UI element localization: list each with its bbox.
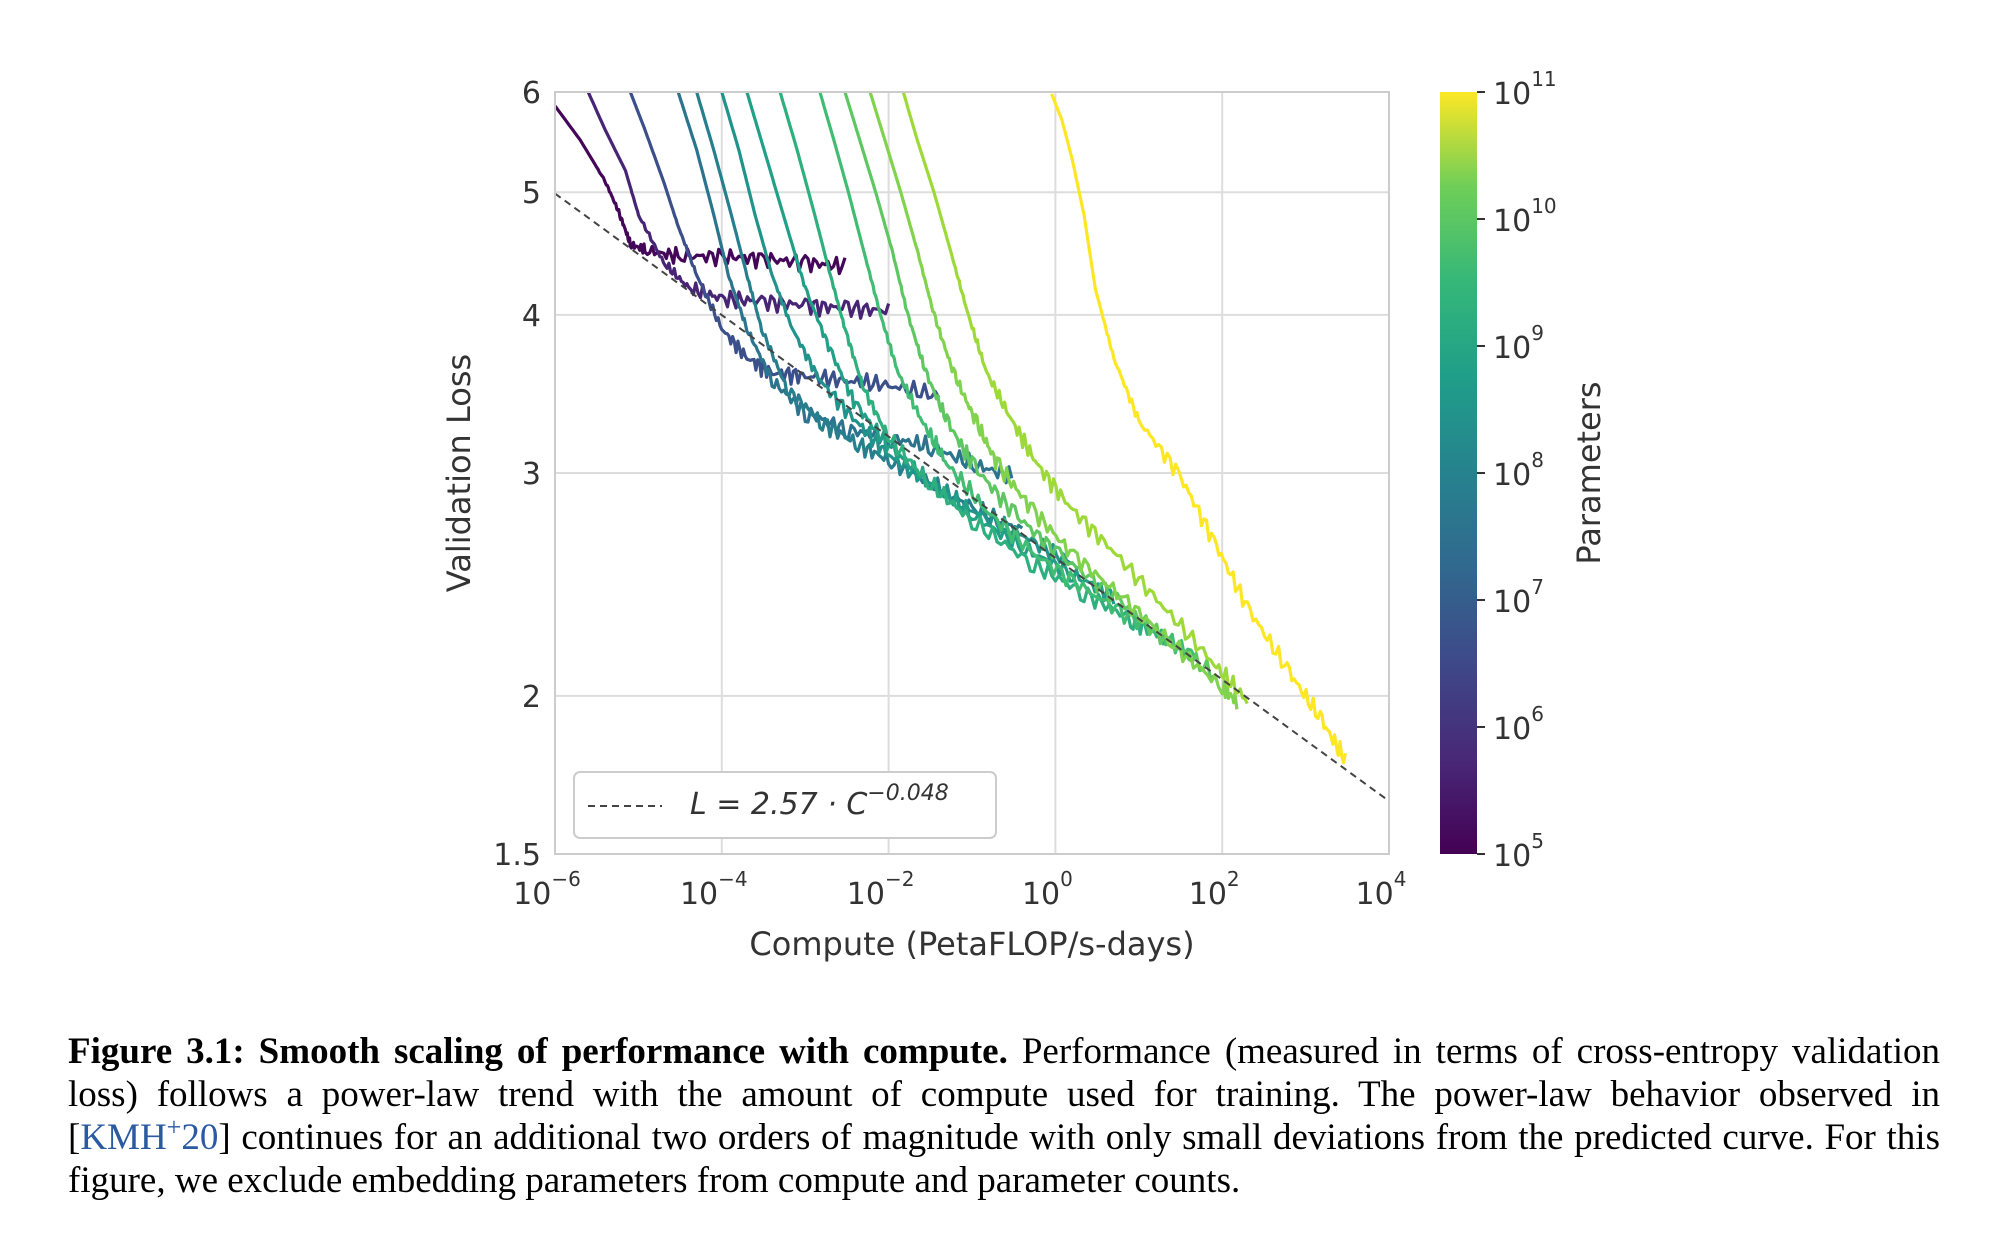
- x-tick-base: 10: [1022, 877, 1060, 912]
- figure-caption: Figure 3.1: Smooth scaling of performanc…: [68, 1030, 1940, 1202]
- caption-title: Smooth scaling of performance with compu…: [258, 1031, 1008, 1072]
- x-tick-label: 10−4: [680, 867, 748, 912]
- legend-box: [573, 771, 997, 839]
- plot-frame: [554, 91, 1390, 855]
- y-tick-label: 2: [522, 680, 541, 715]
- colorbar-tick-exponent: 6: [1531, 702, 1544, 726]
- legend: L = 2.57 · C−0.048: [573, 771, 997, 839]
- caption-citation-base[interactable]: KMH: [80, 1117, 167, 1158]
- x-tick-base: 10: [847, 877, 885, 912]
- colorbar-tick-label: 1010: [1493, 194, 1557, 239]
- x-tick-base: 10: [1356, 877, 1394, 912]
- x-tick-label: 10−6: [513, 867, 581, 912]
- colorbar-tick-label: 106: [1493, 702, 1544, 747]
- series-line: [555, 104, 847, 276]
- legend-exponent: −0.048: [867, 781, 948, 806]
- legend-formula: L = 2.57 · C: [690, 787, 867, 822]
- x-tick-label: 102: [1189, 867, 1240, 912]
- fit-line: [554, 192, 1390, 802]
- y-tick-label: 5: [522, 176, 541, 211]
- colorbar-tick-label: 1011: [1493, 67, 1557, 112]
- x-tick-exponent: −2: [885, 867, 914, 891]
- series-line: [778, 92, 1166, 646]
- colorbar-tick-exponent: 9: [1531, 321, 1544, 345]
- y-ticks: 6 5 4 3 2 1.5: [493, 76, 541, 873]
- colorbar-tick-exponent: 11: [1531, 67, 1556, 91]
- colorbar-tick-base: 10: [1493, 585, 1531, 620]
- series-line: [628, 92, 941, 400]
- x-axis-label: Compute (PetaFLOP/s-days): [749, 925, 1194, 963]
- caption-text-1: Performance (measured in terms of cross-…: [68, 1031, 1940, 1158]
- x-tick-base: 10: [1189, 877, 1227, 912]
- colorbar-tick-base: 10: [1493, 458, 1531, 493]
- legend-label: L = 2.57 · C−0.048: [690, 781, 949, 822]
- colorbar-tick-exponent: 10: [1531, 194, 1556, 218]
- x-tick-exponent: 0: [1060, 867, 1073, 891]
- grid: [554, 91, 1390, 855]
- series-line: [901, 92, 1249, 705]
- colorbar-tick-exponent: 7: [1531, 575, 1544, 599]
- x-tick-base: 10: [513, 877, 551, 912]
- caption-text-2: ] continues for an additional two orders…: [68, 1117, 1940, 1201]
- x-tick-exponent: 4: [1394, 867, 1407, 891]
- colorbar-tick-label: 107: [1493, 575, 1544, 620]
- x-tick-label: 104: [1356, 867, 1407, 912]
- x-tick-base: 10: [680, 877, 718, 912]
- series-line: [868, 92, 1239, 710]
- series-line: [1050, 93, 1347, 765]
- series-group: [555, 92, 1347, 765]
- colorbar-tick-exponent: 5: [1531, 829, 1544, 853]
- y-tick-label: 4: [522, 299, 541, 334]
- caption-citation-year[interactable]: 20: [181, 1117, 219, 1158]
- y-tick-label: 1.5: [493, 838, 541, 873]
- x-tick-exponent: −6: [551, 867, 580, 891]
- caption-label: Figure 3.1:: [68, 1031, 245, 1072]
- x-tick-exponent: −4: [718, 867, 747, 891]
- series-line: [818, 92, 1198, 658]
- x-tick-exponent: 2: [1227, 867, 1240, 891]
- y-tick-label: 3: [522, 457, 541, 492]
- colorbar-tick-base: 10: [1493, 712, 1531, 747]
- colorbar: [1440, 92, 1477, 854]
- x-ticks: 10−6 10−4 10−2 100 102 104: [513, 867, 1406, 912]
- colorbar-tick-label: 108: [1493, 448, 1544, 493]
- x-tick-label: 10−2: [847, 867, 915, 912]
- colorbar-tick-base: 10: [1493, 331, 1531, 366]
- colorbar-tick-base: 10: [1493, 839, 1531, 874]
- colorbar-tick-label: 105: [1493, 829, 1544, 874]
- y-tick-label: 6: [522, 76, 541, 111]
- caption-citation[interactable]: KMH+20: [80, 1114, 219, 1158]
- x-tick-label: 100: [1022, 867, 1073, 912]
- caption-citation-sup[interactable]: +: [166, 1112, 182, 1142]
- y-axis-label: Validation Loss: [440, 354, 478, 592]
- colorbar-tick-base: 10: [1493, 77, 1531, 112]
- colorbar-label: Parameters: [1570, 381, 1608, 564]
- colorbar-tick-base: 10: [1493, 204, 1531, 239]
- series-line: [586, 92, 891, 320]
- colorbar-tick-label: 109: [1493, 321, 1544, 366]
- colorbar-tick-exponent: 8: [1531, 448, 1544, 472]
